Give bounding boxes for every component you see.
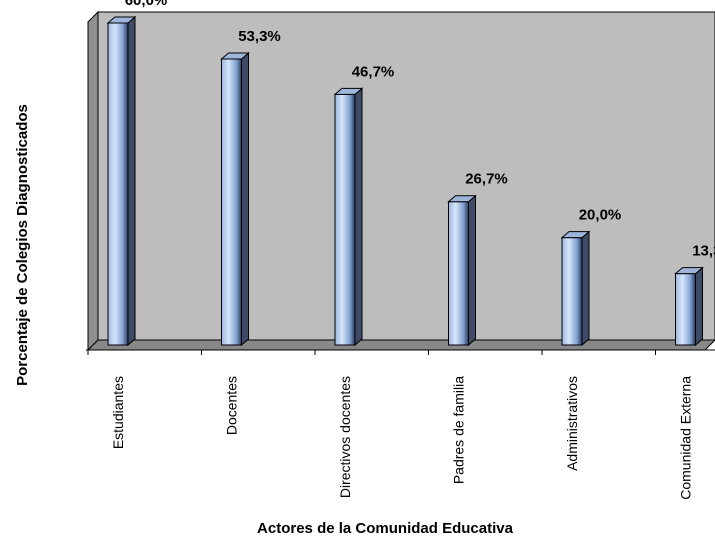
value-label: 26,7% — [465, 171, 508, 188]
bar-front — [561, 237, 583, 346]
bar-side — [695, 266, 703, 347]
category-labels: Estudiantes Docentes Directivos docentes Pa… — [110, 376, 694, 500]
value-label: 13,3% — [692, 243, 715, 260]
value-labels: 60,0% 53,3% 46,7% 26,7% 20,0% 13,3% — [125, 0, 715, 260]
category-label: Padres de familia — [451, 376, 467, 484]
category-label: Docentes — [224, 376, 240, 435]
bar — [674, 266, 704, 347]
bar-side — [354, 87, 363, 347]
bar-top — [674, 267, 704, 275]
category-label: Estudiantes — [110, 376, 126, 449]
bar-top — [560, 231, 591, 239]
bar-top — [447, 195, 477, 203]
bar — [106, 15, 137, 347]
category-label: Administrativos — [564, 376, 580, 471]
x-axis-ticks — [87, 350, 656, 355]
bar-side — [127, 15, 136, 347]
bar-front — [675, 273, 696, 346]
plot-back-wall-face — [97, 11, 715, 341]
bar — [560, 230, 591, 347]
plot-floor — [86, 339, 715, 351]
x-axis-title: Actores de la Comunidad Educativa — [257, 520, 514, 537]
value-label: 53,3% — [238, 28, 281, 45]
category-label: Directivos docentes — [337, 376, 353, 498]
bar-front — [448, 201, 469, 346]
value-label: 20,0% — [579, 207, 622, 224]
value-label: 46,7% — [352, 63, 395, 80]
bar-side — [241, 51, 249, 347]
bar-front — [334, 93, 356, 346]
bar — [447, 194, 477, 347]
bar-top — [220, 52, 250, 60]
bar-side — [581, 230, 590, 347]
bar-top — [333, 87, 364, 95]
y-axis-title: Porcentaje de Colegios Diagnosticados — [14, 104, 31, 386]
bar-series — [106, 15, 704, 347]
bar-top — [106, 16, 137, 24]
bar-front — [107, 22, 129, 346]
category-label: Comunidad Externa — [678, 376, 694, 500]
plot-side-wall — [87, 10, 99, 352]
bar — [220, 51, 250, 347]
bar-side — [468, 194, 476, 347]
bar — [333, 87, 364, 347]
bar-front — [221, 58, 242, 346]
value-label: 60,0% — [125, 0, 168, 9]
